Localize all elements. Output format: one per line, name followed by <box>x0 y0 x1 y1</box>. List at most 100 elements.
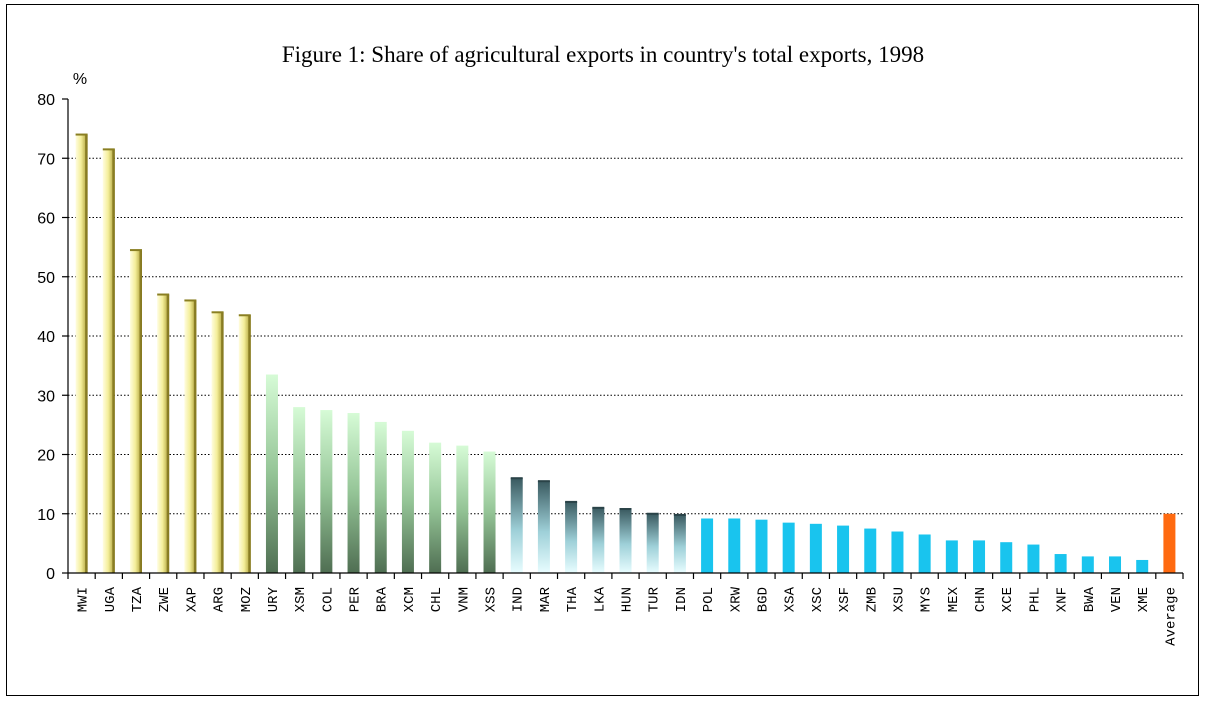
x-tick-label-ury: URY <box>266 586 282 612</box>
bar-chn <box>973 540 986 573</box>
bar-idn <box>673 514 686 573</box>
x-tick-label-ind: IND <box>511 587 527 612</box>
bar-bra <box>374 421 387 573</box>
bar-zwe <box>157 294 170 573</box>
bar-xce <box>1000 542 1013 573</box>
bar-shade <box>221 312 224 573</box>
bar-ven <box>1109 556 1122 573</box>
bar-xcm <box>401 430 414 573</box>
bar-cap <box>238 314 251 317</box>
gridlines <box>68 157 1183 515</box>
bar-zmb <box>864 528 877 573</box>
x-tick-label-xsc: XSC <box>810 587 826 612</box>
bar-cap <box>184 299 197 302</box>
bar-cap <box>592 506 605 509</box>
x-tick-label-hun: HUN <box>620 587 636 612</box>
bar-phl <box>1027 544 1040 573</box>
bar-xsc <box>809 523 822 573</box>
x-tick-label-bgd: BGD <box>755 587 771 612</box>
bar-shade <box>166 294 170 573</box>
bar-arg <box>211 312 224 573</box>
x-tick-label-tur: TUR <box>647 586 663 612</box>
y-tick-label: 10 <box>37 507 55 524</box>
x-tick-labels: MWI UGA TZA ZWE XAP ARG MOZ URY XSM COL PER BRA XCM C… <box>76 586 1180 645</box>
x-tick-label-lka: LKA <box>592 586 608 612</box>
bar-bwa <box>1081 556 1094 573</box>
x-tick-label-tza: TZA <box>130 586 146 612</box>
x-tick-label-xss: XSS <box>484 587 500 612</box>
bar-xap <box>184 300 197 573</box>
x-tick-label-arg: ARG <box>212 587 228 612</box>
x-tick-label-ven: VEN <box>1109 587 1125 612</box>
bar-ury <box>265 374 278 573</box>
bars <box>75 133 1176 574</box>
bar-xrw <box>728 518 741 573</box>
x-tick-label-average: Average <box>1163 587 1179 646</box>
x-tick-label-mwi: MWI <box>76 587 92 612</box>
chart-frame: Figure 1: Share of agricultural exports … <box>6 4 1199 696</box>
bar-cap <box>565 500 578 503</box>
x-tick-label-moz: MOZ <box>239 587 255 612</box>
bar-xme <box>1136 559 1149 573</box>
bar-tha <box>565 501 578 573</box>
x-tick-label-pol: POL <box>701 587 717 612</box>
y-tick-label: 80 <box>37 92 55 109</box>
bar-xsu <box>891 531 904 573</box>
bar-col <box>320 410 333 573</box>
bar-cap <box>157 293 170 296</box>
x-tick-label-mar: MAR <box>538 586 554 612</box>
x-tick-label-mex: MEX <box>946 586 962 612</box>
x-tick-label-vnm: VNM <box>456 587 472 612</box>
x-tick-label-xsf: XSF <box>837 587 853 612</box>
bar-pol <box>701 518 714 573</box>
axes <box>62 98 1184 579</box>
bar-cap <box>102 148 115 151</box>
y-tick-label: 30 <box>37 388 55 405</box>
bar-tur <box>646 513 659 573</box>
bar-cap <box>510 477 523 480</box>
x-tick-label-bwa: BWA <box>1082 586 1098 612</box>
bar-lka <box>592 507 605 573</box>
y-axis-unit-label: % <box>73 71 87 88</box>
y-tick-label: 50 <box>37 270 55 287</box>
x-tick-label-xme: XME <box>1136 587 1152 612</box>
x-tick-label-xrw: XRW <box>728 586 744 612</box>
y-tick-label: 0 <box>46 566 55 583</box>
bar-vnm <box>456 445 469 573</box>
bar-shade <box>85 134 88 574</box>
y-tick-label: 60 <box>37 211 55 228</box>
x-tick-label-xce: XCE <box>1000 587 1016 612</box>
x-tick-label-idn: IDN <box>674 587 690 612</box>
chart-title: Figure 1: Share of agricultural exports … <box>282 42 924 67</box>
bar-moz <box>238 315 251 573</box>
bar-chart: Figure 1: Share of agricultural exports … <box>37 42 1184 646</box>
bar-cap <box>619 508 632 511</box>
bar-tza <box>129 250 142 573</box>
x-tick-label-chl: CHL <box>429 587 445 612</box>
bar-cap <box>75 133 88 136</box>
bar-xss <box>483 451 496 573</box>
y-tick-label: 20 <box>37 448 55 465</box>
x-tick-label-xsu: XSU <box>891 587 907 612</box>
x-tick-label-col: COL <box>320 587 336 612</box>
x-tick-label-per: PER <box>348 586 364 612</box>
x-tick-label-xsa: XSA <box>783 586 799 612</box>
bar-ind <box>510 478 523 573</box>
bar-mwi <box>75 134 88 574</box>
bar-mex <box>945 540 958 573</box>
bar-xsf <box>837 525 850 573</box>
bar-mys <box>918 534 931 573</box>
bar-cap <box>211 311 224 314</box>
bar-bgd <box>755 519 768 573</box>
x-tick-label-zwe: ZWE <box>157 587 173 612</box>
x-tick-label-phl: PHL <box>1027 587 1043 612</box>
bar-cap <box>537 480 550 483</box>
bar-xsm <box>293 407 306 573</box>
y-tick-label: 70 <box>37 151 55 168</box>
bar-shade <box>139 250 142 573</box>
bar-uga <box>102 149 115 574</box>
y-tick-labels: 0 10 20 30 40 50 60 70 80 <box>37 92 55 583</box>
bar-shade <box>112 149 115 574</box>
x-tick-label-xcm: XCM <box>402 587 418 612</box>
bar-cap <box>673 513 686 516</box>
